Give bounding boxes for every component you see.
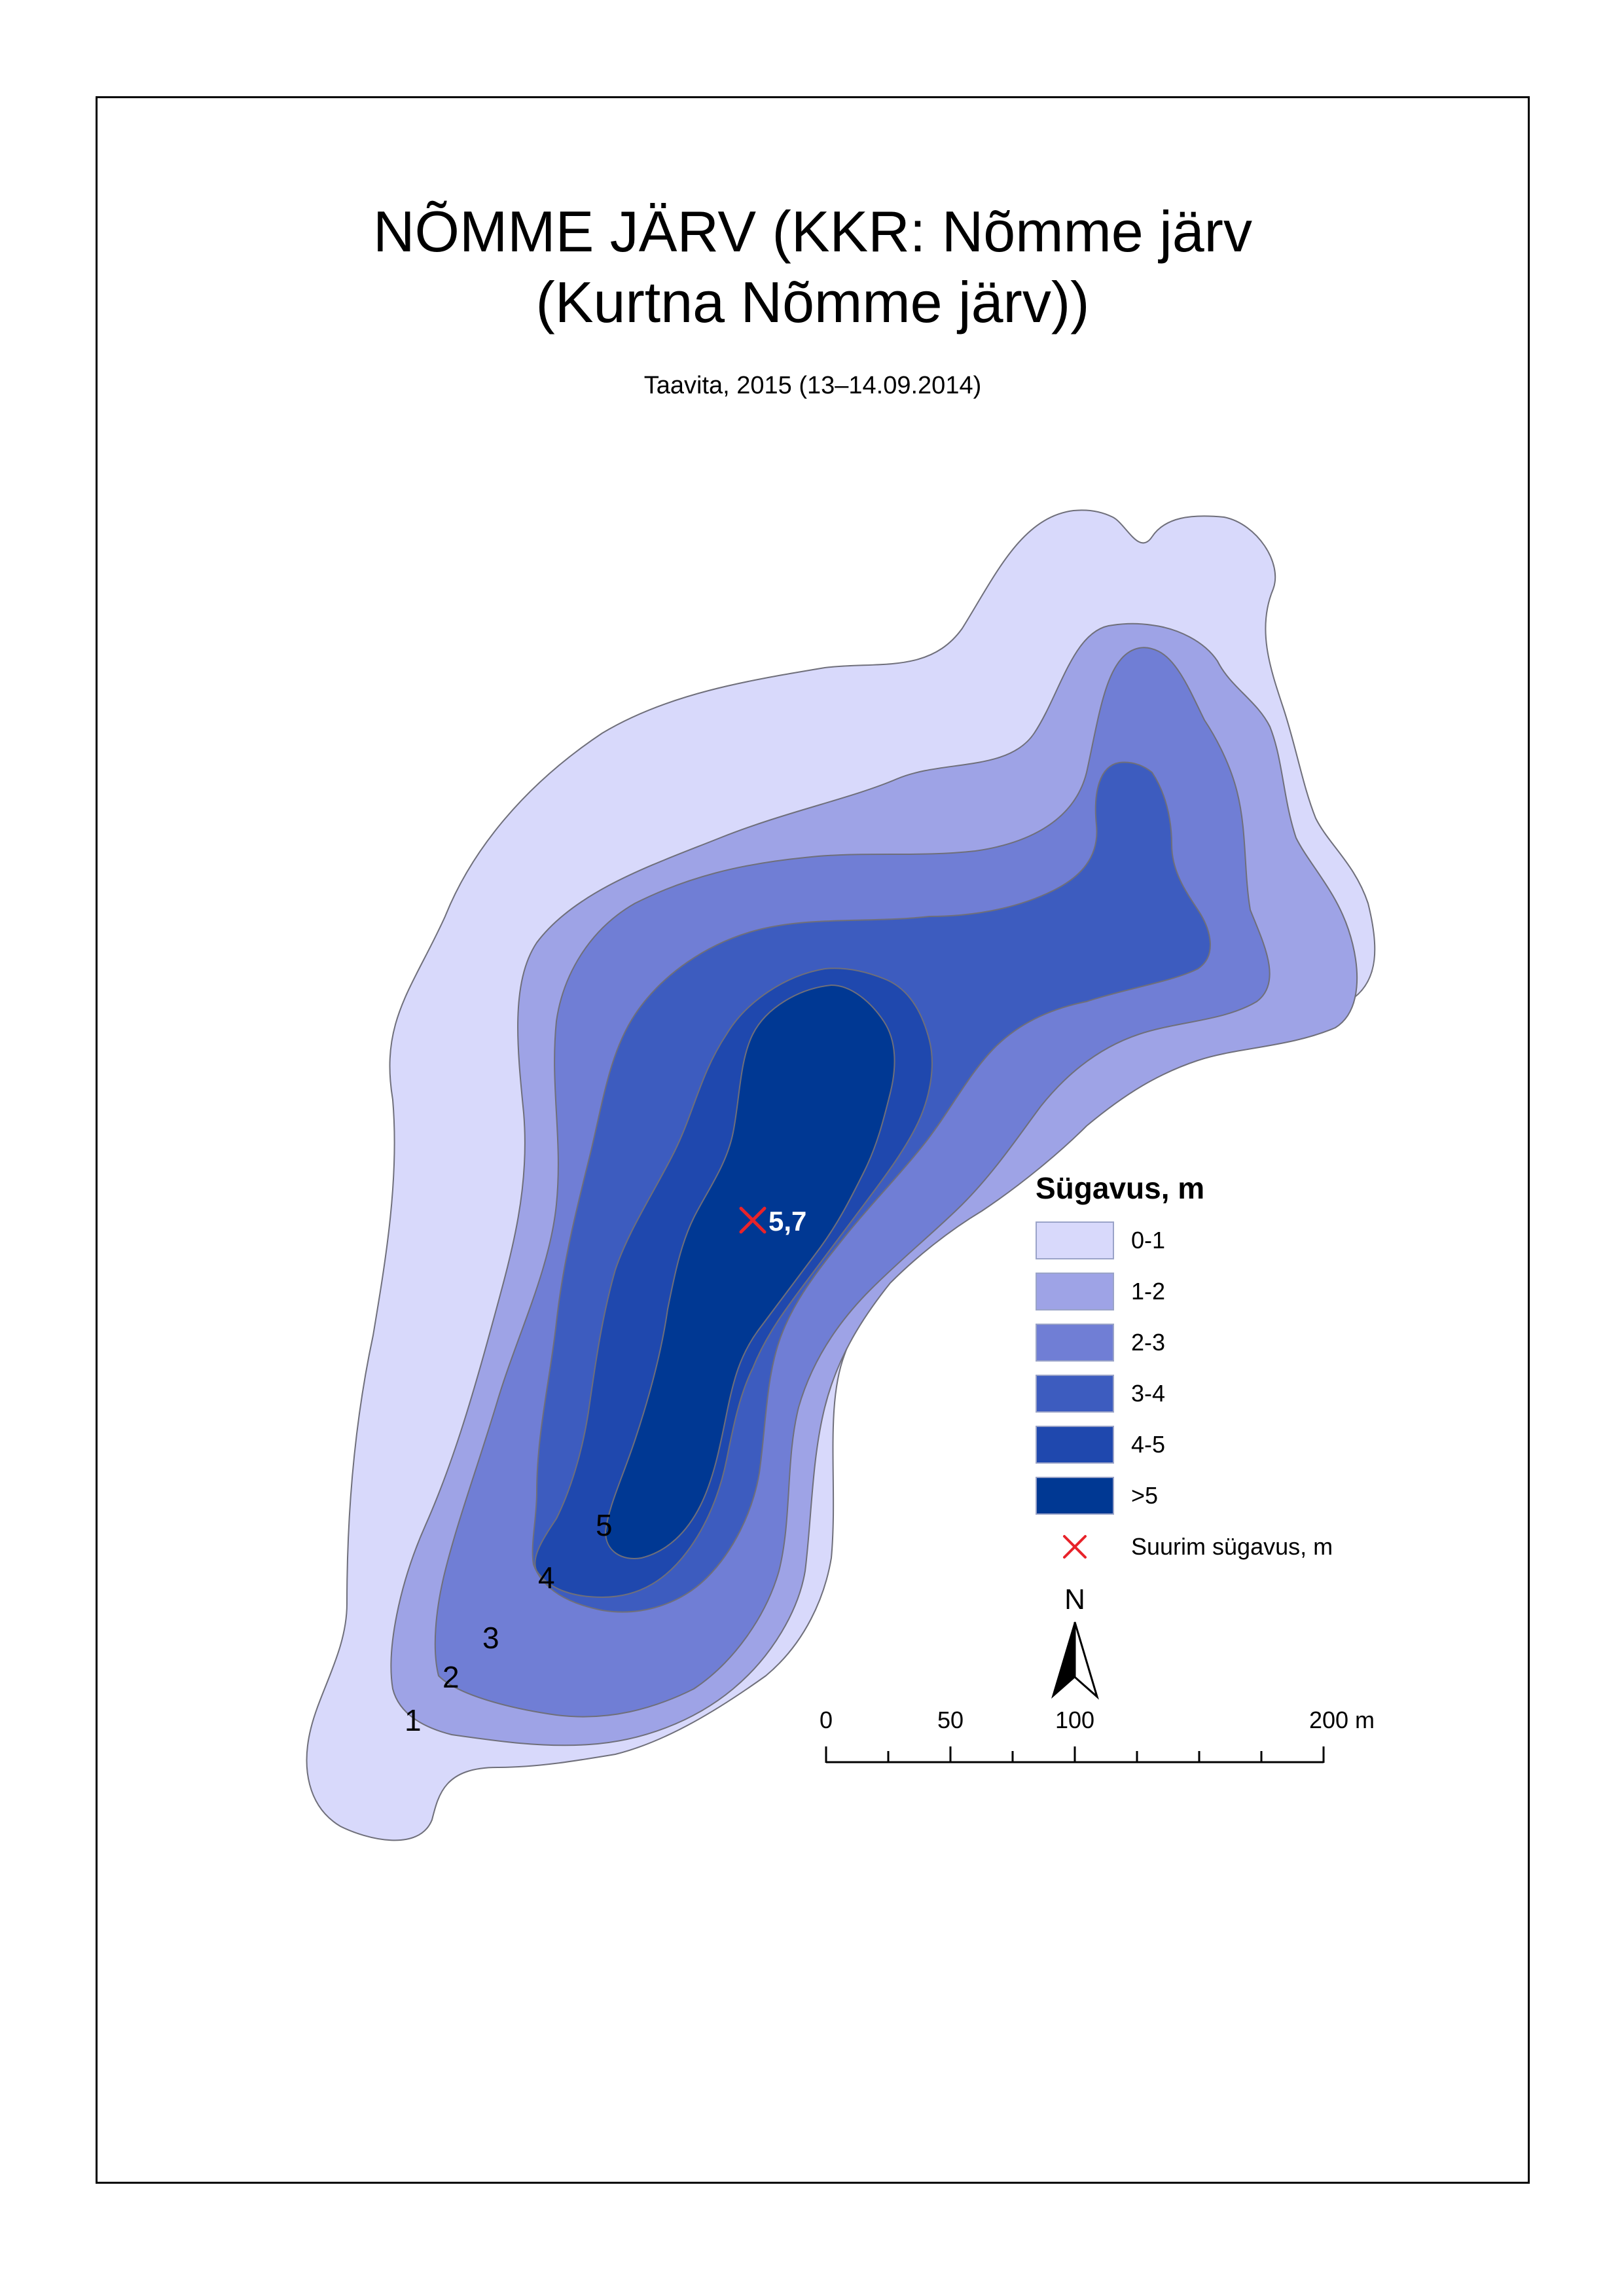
legend-item-over-5: >5 — [1036, 1470, 1333, 1521]
north-arrow-icon: N — [1051, 1583, 1099, 1700]
contour-label-2: 2 — [442, 1660, 460, 1694]
map-frame — [96, 96, 1530, 2184]
map-subtitle: Taavita, 2015 (13–14.09.2014) — [643, 372, 982, 399]
legend-item-0-1: 0-1 — [1036, 1215, 1333, 1266]
legend: Sügavus, m 0-1 1-2 2-3 3-4 4-5 >5 Suuri — [1036, 1170, 1333, 1572]
scale-tick-50: 50 — [937, 1707, 964, 1733]
legend-label-3-4: 3-4 — [1131, 1380, 1166, 1407]
contour-labels: 1 2 3 4 5 — [405, 1508, 613, 1737]
scale-bar-labels: 0 50 100 200 m — [820, 1707, 1375, 1733]
scale-tick-200: 200 m — [1309, 1707, 1375, 1733]
legend-item-2-3: 2-3 — [1036, 1317, 1333, 1368]
contour-label-4: 4 — [538, 1561, 555, 1595]
north-label: N — [1064, 1583, 1085, 1616]
legend-label-0-1: 0-1 — [1131, 1227, 1166, 1254]
scale-tick-100: 100 — [1055, 1707, 1094, 1733]
contour-label-5: 5 — [596, 1508, 613, 1542]
legend-swatch-0-1 — [1036, 1221, 1114, 1259]
cross-icon — [1063, 1535, 1087, 1559]
legend-item-1-2: 1-2 — [1036, 1266, 1333, 1317]
map-title: NÕMME JÄRV (KKR: Nõmme järv (Kurtna Nõmm… — [96, 196, 1530, 338]
legend-label-4-5: 4-5 — [1131, 1431, 1166, 1458]
legend-title: Sügavus, m — [1036, 1171, 1205, 1205]
scale-bar — [825, 1746, 1325, 1763]
scale-tick-0: 0 — [820, 1707, 833, 1733]
legend-item-max-depth: Suurim sügavus, m — [1036, 1521, 1333, 1572]
legend-item-4-5: 4-5 — [1036, 1419, 1333, 1470]
legend-swatch-3-4 — [1036, 1375, 1114, 1413]
legend-swatch-over-5 — [1036, 1477, 1114, 1515]
legend-swatch-4-5 — [1036, 1426, 1114, 1464]
legend-cross-icon — [1036, 1528, 1114, 1566]
max-depth-value: 5,7 — [768, 1206, 806, 1237]
legend-label-1-2: 1-2 — [1131, 1278, 1166, 1305]
max-depth-cross-icon — [739, 1206, 767, 1234]
title-line-2: (Kurtna Nõmme järv)) — [535, 270, 1090, 334]
legend-label-2-3: 2-3 — [1131, 1329, 1166, 1356]
contour-label-1: 1 — [405, 1703, 422, 1737]
legend-swatch-1-2 — [1036, 1273, 1114, 1310]
title-line-1: NÕMME JÄRV (KKR: Nõmme järv — [373, 199, 1252, 264]
depth-zone-over-5 — [604, 984, 895, 1559]
legend-swatch-2-3 — [1036, 1324, 1114, 1362]
max-depth-marker: 5,7 — [739, 1206, 806, 1237]
contour-label-3: 3 — [482, 1621, 499, 1655]
legend-item-3-4: 3-4 — [1036, 1368, 1333, 1419]
legend-label-over-5: >5 — [1131, 1482, 1159, 1509]
legend-label-max-depth: Suurim sügavus, m — [1131, 1533, 1333, 1560]
